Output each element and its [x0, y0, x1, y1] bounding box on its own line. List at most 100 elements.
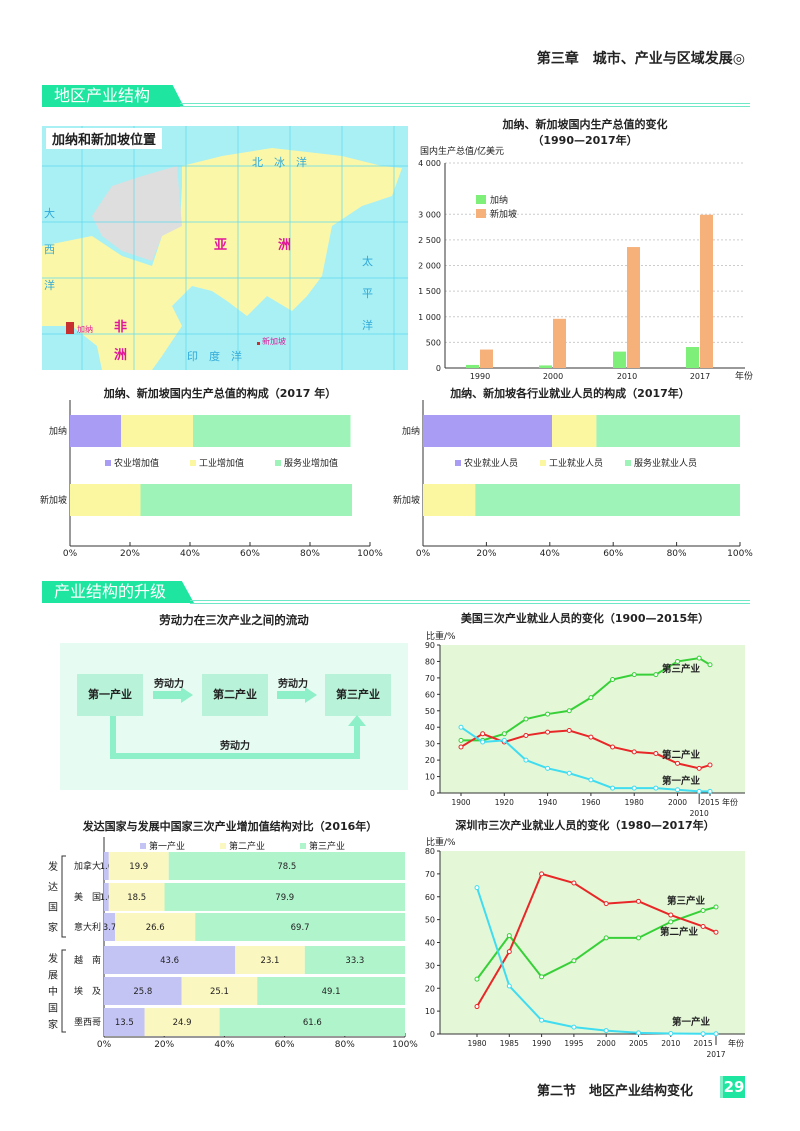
data-point	[653, 751, 659, 757]
data-point	[713, 904, 719, 910]
y-tick-label: 0	[430, 1030, 435, 1039]
data-point	[571, 880, 577, 886]
map-label-ghana: 加纳	[77, 325, 93, 334]
data-point	[539, 1017, 545, 1023]
data-point	[566, 708, 572, 714]
y-tick-label: 40	[425, 723, 435, 732]
chart-title: 发达国家与发展中国家三次产业增加值结构对比（2016年）	[82, 819, 378, 833]
arrow-right-icon	[277, 687, 317, 703]
legend-label: 服务业就业人员	[634, 457, 697, 469]
category-label: 加拿大	[74, 860, 101, 872]
x-tick-label: 2015	[700, 798, 719, 807]
bar-segment	[304, 946, 405, 974]
data-point	[588, 734, 594, 740]
bar-segment	[144, 1008, 220, 1036]
y-tick-label: 30	[425, 961, 435, 970]
data-point	[610, 677, 616, 683]
data-label: 78.5	[277, 862, 296, 872]
data-label: 13.5	[115, 1018, 134, 1028]
legend-swatch	[300, 843, 306, 849]
bar-segment	[552, 415, 597, 447]
arrow-bend-up-icon	[110, 715, 366, 759]
data-point	[631, 785, 637, 791]
arrow-label: 劳动力	[220, 741, 250, 752]
y-tick-label: 1 500	[418, 287, 441, 296]
arrow-label: 劳动力	[278, 679, 308, 690]
x-tick-label: 0%	[63, 549, 78, 559]
bar-segment	[70, 484, 141, 516]
legend-swatch	[220, 843, 226, 849]
bar	[553, 318, 566, 368]
data-point	[696, 765, 702, 771]
plot-background	[440, 645, 745, 793]
x-tick-label: 100%	[357, 549, 383, 559]
x-tick-label: 2000	[543, 372, 563, 381]
category-label: 新加坡	[393, 494, 420, 506]
x-tick-label: 20%	[154, 1040, 174, 1050]
chart-title: 美国三次产业就业人员的变化（1900—2015年）	[461, 611, 709, 625]
x-tick-label: 80%	[667, 549, 687, 559]
data-point	[506, 983, 512, 989]
bar-segment	[104, 852, 109, 880]
bar	[613, 351, 626, 368]
data-point	[539, 974, 545, 980]
x-tick-label: 1960	[581, 798, 600, 807]
data-point	[668, 1031, 674, 1037]
bar-segment	[108, 852, 169, 880]
map-label-arctic-ocean: 北 冰 洋	[252, 156, 307, 169]
legend-label: 服务业增加值	[284, 457, 338, 469]
data-point	[545, 729, 551, 735]
x-tick-label: 1990	[470, 372, 490, 381]
group-label: 国	[48, 902, 58, 914]
y-tick-label: 60	[425, 690, 435, 699]
series-label: 第一产业	[672, 1016, 711, 1028]
legend-swatch	[190, 460, 196, 466]
bar	[627, 247, 640, 368]
category-label: 新加坡	[40, 494, 67, 506]
x-tick-label: 100%	[727, 549, 753, 559]
plot-background	[440, 851, 745, 1034]
data-point	[635, 1030, 641, 1036]
bar-segment	[104, 883, 109, 911]
data-point	[545, 711, 551, 717]
series-label: 第三产业	[662, 663, 701, 675]
labor-flow-diagram: 第一产业 第二产业 第三产业 劳动力 劳动力 劳动力	[60, 643, 408, 790]
flow-arrows	[110, 687, 366, 759]
category-label: 墨西哥	[74, 1017, 101, 1028]
data-point	[458, 737, 464, 743]
map-graphic	[42, 126, 408, 370]
legend-label: 新加坡	[490, 208, 517, 220]
group-label: 发	[48, 952, 58, 965]
legend-swatch	[625, 460, 631, 466]
ghana-marker	[66, 322, 74, 334]
legend-swatch	[140, 843, 146, 849]
data-point	[668, 919, 674, 925]
data-point	[675, 787, 681, 793]
divider	[180, 103, 750, 107]
data-point	[707, 788, 713, 794]
data-label: 61.6	[303, 1018, 322, 1028]
bar-segment	[181, 977, 258, 1005]
group-label: 达	[48, 881, 58, 893]
group-label: 国	[48, 1002, 58, 1014]
y-tick-label: 0	[430, 789, 435, 798]
data-point	[635, 898, 641, 904]
x-tick-label: 1995	[564, 1039, 583, 1048]
section-banner-regional-structure: 地区产业结构	[42, 85, 184, 107]
data-point	[458, 744, 464, 750]
y-tick-label: 30	[425, 740, 435, 749]
x-tick-label: 0%	[416, 549, 431, 559]
x-axis-label: 年份	[722, 797, 738, 807]
chart-title: 加纳、新加坡各行业就业人员的构成（2017年）	[449, 386, 690, 400]
y-tick-label: 3 000	[418, 210, 441, 219]
group-label: 家	[48, 1018, 58, 1031]
data-point	[523, 732, 529, 738]
y-tick-label: 70	[425, 870, 435, 879]
data-point	[588, 695, 594, 701]
data-label: 1.6	[100, 862, 114, 872]
data-point	[668, 912, 674, 918]
x-tick-label: 80%	[300, 549, 320, 559]
x-tick-label: 1990	[532, 1039, 551, 1048]
